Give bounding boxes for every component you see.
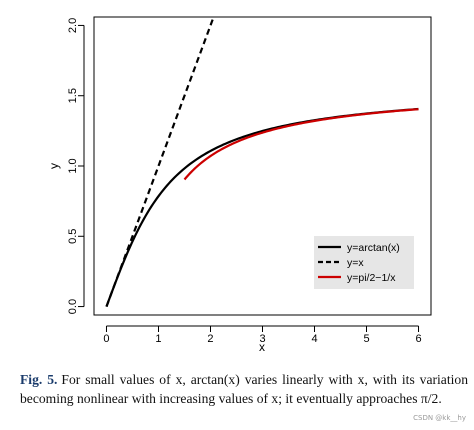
y-tick-label: 0.0	[67, 299, 79, 314]
x-axis-label: x	[259, 340, 265, 354]
x-axis: 0 1 2 3 4 5 6	[103, 325, 422, 345]
x-tick-label: 1	[155, 333, 161, 345]
series-line	[105, 16, 215, 307]
plot-frame	[93, 16, 432, 316]
y-tick-label: 1.0	[67, 158, 79, 173]
series-layer	[105, 16, 419, 307]
y-tick-label: 1.5	[67, 88, 79, 103]
legend-label: y=arctan(x)	[347, 242, 400, 254]
y-axis-label: y	[47, 163, 61, 169]
y-tick-label: 2.0	[67, 18, 79, 33]
x-tick-label: 3	[259, 333, 265, 345]
series-line	[183, 108, 419, 181]
x-tick-label: 6	[415, 333, 421, 345]
x-tick-label: 5	[363, 333, 369, 345]
caption-text: For small values of x, arctan(x) varies …	[20, 372, 468, 406]
figure-caption: Fig. 5. For small values of x, arctan(x) …	[20, 370, 468, 408]
y-axis: 0.0 0.5 1.0 1.5 2.0	[67, 18, 85, 314]
x-tick-label: 4	[311, 333, 317, 345]
watermark: CSDN @kk__hy	[413, 414, 466, 422]
x-tick-label: 2	[207, 333, 213, 345]
y-tick-label: 0.5	[67, 229, 79, 244]
legend-label: y=x	[347, 257, 364, 269]
legend: y=arctan(x) y=x y=pi/2−1/x	[314, 236, 414, 289]
x-tick-label: 0	[103, 333, 109, 345]
caption-label: Fig. 5.	[20, 372, 58, 387]
legend-label: y=pi/2−1/x	[347, 272, 396, 284]
